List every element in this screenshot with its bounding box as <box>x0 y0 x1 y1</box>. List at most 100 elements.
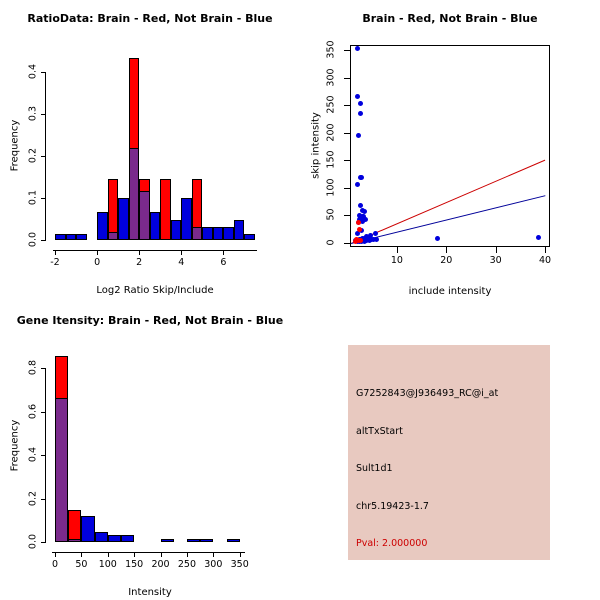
x-tick-label: 100 <box>98 559 117 570</box>
histogram-bar-brain <box>160 179 171 240</box>
x-tick <box>239 552 241 557</box>
y-tick-label: 0.3 <box>27 105 39 121</box>
x-tick <box>186 552 188 557</box>
panel-gene-info: G7252843@J936493_RC@i_at altTxStart Sult1d… <box>300 300 600 600</box>
x-tick-label: 250 <box>177 559 196 570</box>
x-tick-label: 50 <box>75 559 88 570</box>
histogram-bar-overlap <box>55 397 69 542</box>
y-tick-label: 0.2 <box>27 147 39 163</box>
x-tick <box>81 552 83 557</box>
y-tick-label: 100 <box>325 178 337 197</box>
scatter-point <box>536 234 542 240</box>
y-tick-label: 0.0 <box>27 231 39 248</box>
histogram-bar-notbrain <box>244 233 255 240</box>
scatter-y-title: skip intensity <box>310 112 322 179</box>
y-tick <box>41 411 46 413</box>
x-tick-label: 10 <box>390 255 403 266</box>
histogram-bar-overlap <box>107 232 119 240</box>
scatter-point <box>370 237 376 243</box>
histogram-bar-notbrain <box>202 227 213 240</box>
scatter-point <box>358 202 364 208</box>
x-tick-label: 350 <box>230 559 249 570</box>
x-tick-label: 6 <box>220 257 227 268</box>
scatter-point <box>355 133 361 139</box>
histogram-bar-notbrain <box>97 211 108 240</box>
histogram-bar-notbrain <box>212 227 224 240</box>
x-tick-label: 20 <box>440 255 453 266</box>
histogram-bar-notbrain <box>200 538 214 542</box>
x-tick-label: 200 <box>151 559 170 570</box>
y-tick-label: 350 <box>325 40 337 60</box>
y-tick-label: 0.1 <box>27 189 39 206</box>
y-axis-line <box>45 368 46 542</box>
histogram-bar-brain <box>107 179 119 240</box>
y-tick-label: 250 <box>325 95 337 114</box>
histogram-bar-notbrain <box>65 233 77 240</box>
y-tick <box>41 368 46 370</box>
ratio-histogram-title: RatioData: Brain - Red, Not Brain - Blue <box>27 12 273 25</box>
scatter-point <box>373 237 379 243</box>
x-tick-label: 300 <box>204 559 223 570</box>
y-tick <box>41 240 46 241</box>
x-tick-label: 30 <box>489 255 502 266</box>
scatter-point <box>361 208 367 214</box>
x-tick <box>223 250 225 255</box>
y-tick <box>41 197 46 199</box>
y-tick <box>344 50 350 52</box>
gene-info-line: chr5.19423-1.7 <box>356 500 429 512</box>
histogram-bar-notbrain <box>120 535 135 542</box>
y-tick-label: 50 <box>325 208 337 221</box>
x-tick <box>396 247 398 253</box>
x-tick <box>97 250 99 255</box>
y-tick-label: 0.0 <box>27 533 39 550</box>
y-tick <box>41 455 46 457</box>
y-tick <box>41 113 46 115</box>
x-tick-label: 2 <box>136 257 143 268</box>
gene-histogram-plot-area <box>55 355 245 542</box>
panel-ratio-histogram: RatioData: Brain - Red, Not Brain - Blue… <box>0 0 300 300</box>
y-tick-label: 0.4 <box>27 446 39 463</box>
y-tick <box>41 155 46 157</box>
histogram-bar-notbrain <box>223 227 234 240</box>
histogram-bar-notbrain <box>118 197 129 240</box>
histogram-bar-brain <box>68 510 82 542</box>
histogram-bar-notbrain <box>170 219 182 240</box>
histogram-bar-overlap <box>139 190 150 240</box>
gene-histogram-x-title: Intensity <box>128 587 172 598</box>
x-tick-label: 150 <box>125 559 144 570</box>
ratio-histogram-plot-area <box>55 55 255 240</box>
x-axis-line <box>52 552 245 553</box>
x-tick <box>213 552 215 557</box>
scatter-point <box>366 237 372 243</box>
scatter-point <box>357 110 363 116</box>
histogram-bar-notbrain <box>107 535 121 542</box>
x-tick <box>107 552 109 557</box>
scatter-point <box>353 239 359 244</box>
x-tick-label: 0 <box>51 559 59 570</box>
gene-histogram-y-title: Frequency <box>9 419 21 472</box>
y-tick-label: 0.2 <box>27 490 39 506</box>
scatter-point <box>362 217 368 223</box>
y-axis-line <box>45 71 46 240</box>
scatter-point <box>434 235 440 241</box>
histogram-bar-notbrain <box>94 531 108 542</box>
y-tick-label: 200 <box>325 123 337 142</box>
y-tick <box>41 542 46 543</box>
x-tick <box>134 552 136 557</box>
histogram-bar-overlap <box>128 148 140 240</box>
x-tick-label: 0 <box>94 257 101 268</box>
x-tick <box>545 247 547 253</box>
y-tick <box>344 215 350 217</box>
gene-info-line: Sult1d1 <box>356 463 393 474</box>
scatter-point <box>354 46 360 52</box>
ratio-histogram-y-title: Frequency <box>9 119 21 172</box>
ratio-histogram-x-title: Log2 Ratio Skip/Include <box>96 285 214 296</box>
y-tick <box>344 105 350 107</box>
scatter-title: Brain - Red, Not Brain - Blue <box>362 12 538 25</box>
x-tick <box>160 552 162 557</box>
scatter-point <box>355 94 361 100</box>
y-tick <box>41 498 46 500</box>
y-tick <box>41 71 46 73</box>
scatter-x-title: include intensity <box>408 286 492 297</box>
histogram-bar-notbrain <box>181 197 192 240</box>
